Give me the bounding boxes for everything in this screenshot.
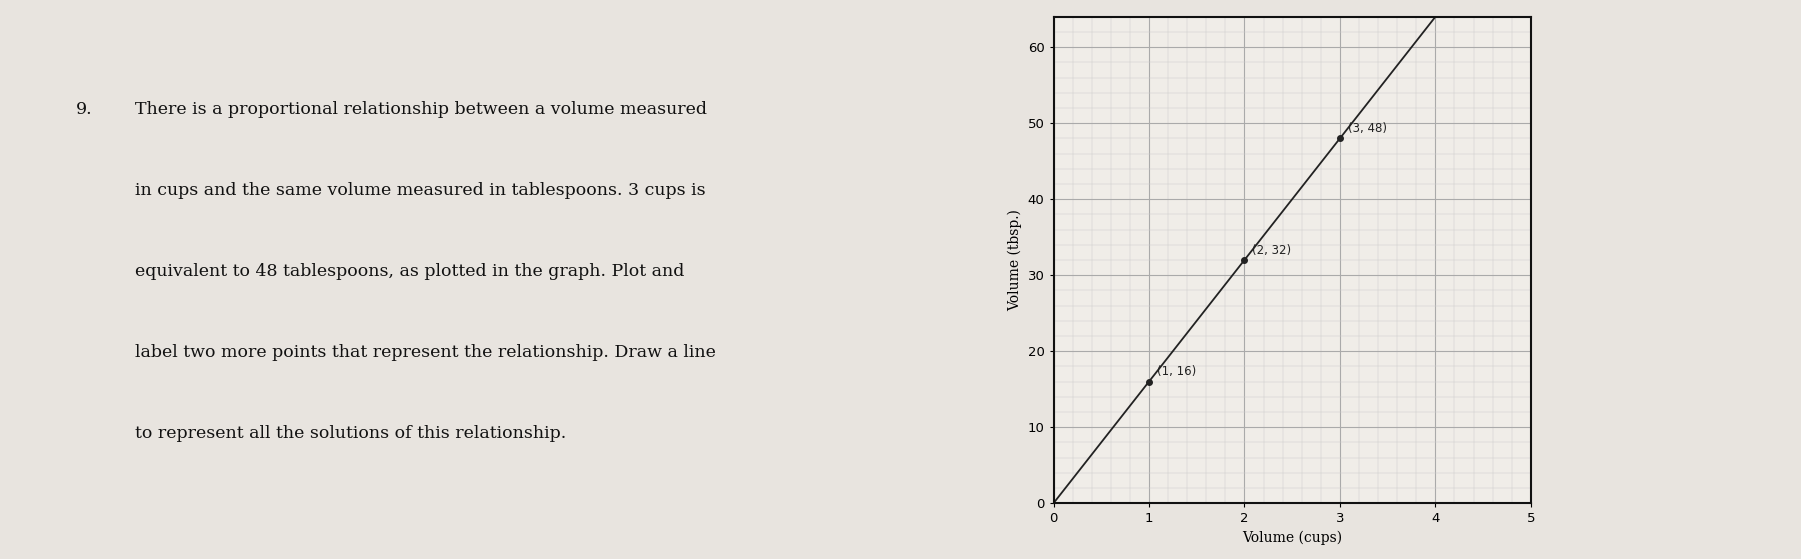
Text: (2, 32): (2, 32): [1252, 244, 1291, 257]
Text: in cups and the same volume measured in tablespoons. 3 cups is: in cups and the same volume measured in …: [135, 182, 706, 198]
Text: There is a proportional relationship between a volume measured: There is a proportional relationship bet…: [135, 101, 708, 117]
Text: 9.: 9.: [76, 101, 92, 117]
Text: (1, 16): (1, 16): [1156, 366, 1196, 378]
X-axis label: Volume (cups): Volume (cups): [1243, 530, 1342, 545]
Text: label two more points that represent the relationship. Draw a line: label two more points that represent the…: [135, 344, 717, 361]
Y-axis label: Volume (tbsp.): Volume (tbsp.): [1009, 209, 1023, 311]
Text: to represent all the solutions of this relationship.: to represent all the solutions of this r…: [135, 425, 566, 442]
Text: (3, 48): (3, 48): [1347, 122, 1387, 135]
Text: equivalent to 48 tablespoons, as plotted in the graph. Plot and: equivalent to 48 tablespoons, as plotted…: [135, 263, 684, 280]
